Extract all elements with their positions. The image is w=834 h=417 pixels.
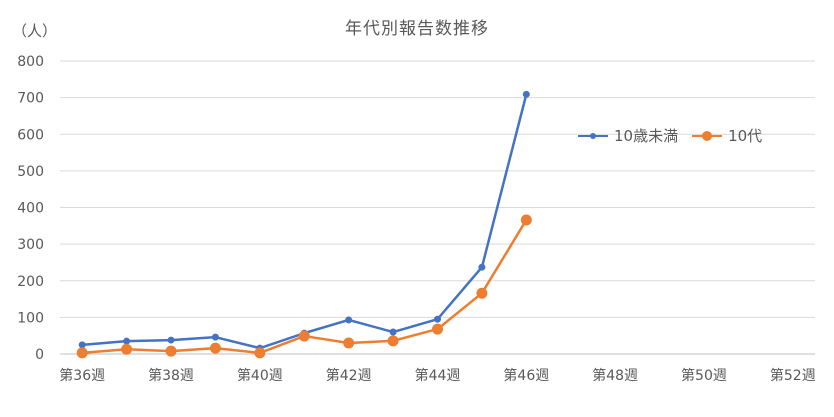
x-tick-label-10: 第46週 xyxy=(503,367,549,384)
legend-swatch-series-1 xyxy=(692,130,723,141)
series-0-point-3 xyxy=(211,333,219,341)
y-tick-label-700: 700 xyxy=(17,91,44,107)
series-0-point-9 xyxy=(478,263,486,271)
series-0-point-0 xyxy=(78,341,86,349)
x-tick-label-12: 第48週 xyxy=(592,367,638,384)
series-0-point-2 xyxy=(167,336,175,344)
series-1-point-2 xyxy=(165,345,177,357)
series-1-point-0 xyxy=(76,347,88,359)
series-0-point-8 xyxy=(434,315,441,323)
y-tick-label-100: 100 xyxy=(17,310,44,326)
series-1-point-3 xyxy=(209,342,221,354)
y-tick-label-400: 400 xyxy=(17,201,44,217)
series-0-point-7 xyxy=(389,328,397,336)
x-tick-label-0: 第36週 xyxy=(59,367,105,384)
y-tick-label-0: 0 xyxy=(35,347,44,363)
series-1-point-8 xyxy=(432,323,443,335)
chart-title: 年代別報告数推移 xyxy=(345,19,489,39)
x-tick-label-16: 第52週 xyxy=(770,367,816,384)
series-0-point-1 xyxy=(123,337,131,345)
legend-label-series-0: 10歳未満 xyxy=(614,127,679,145)
legend: 10歳未満 10代 xyxy=(578,125,762,146)
legend-item-series-0: 10歳未満 xyxy=(578,125,678,146)
x-tick-label-8: 第44週 xyxy=(415,367,461,384)
y-tick-label-200: 200 xyxy=(17,274,44,290)
y-tick-label-800: 800 xyxy=(17,54,44,70)
x-tick-label-6: 第42週 xyxy=(326,367,372,384)
y-tick-label-300: 300 xyxy=(17,237,44,253)
legend-label-series-1: 10代 xyxy=(728,127,763,145)
x-tick-label-4: 第40週 xyxy=(237,367,283,384)
y-axis-unit-label: （人） xyxy=(12,22,58,40)
series-1-point-10 xyxy=(520,214,532,226)
series-1-point-1 xyxy=(121,343,133,355)
series-1-point-5 xyxy=(298,330,310,342)
legend-item-series-1: 10代 xyxy=(692,125,762,146)
series-1-point-7 xyxy=(387,335,399,347)
x-tick-label-2: 第38週 xyxy=(148,367,194,384)
series-1-point-6 xyxy=(343,337,355,349)
y-tick-label-500: 500 xyxy=(17,164,44,180)
series-0-point-6 xyxy=(345,316,353,324)
series-1-point-9 xyxy=(476,287,488,299)
series-0-point-10 xyxy=(522,90,530,98)
x-tick-label-14: 第50週 xyxy=(681,367,727,384)
legend-swatch-series-0 xyxy=(578,131,608,141)
y-tick-label-600: 600 xyxy=(17,127,44,143)
series-1-point-4 xyxy=(254,347,266,359)
